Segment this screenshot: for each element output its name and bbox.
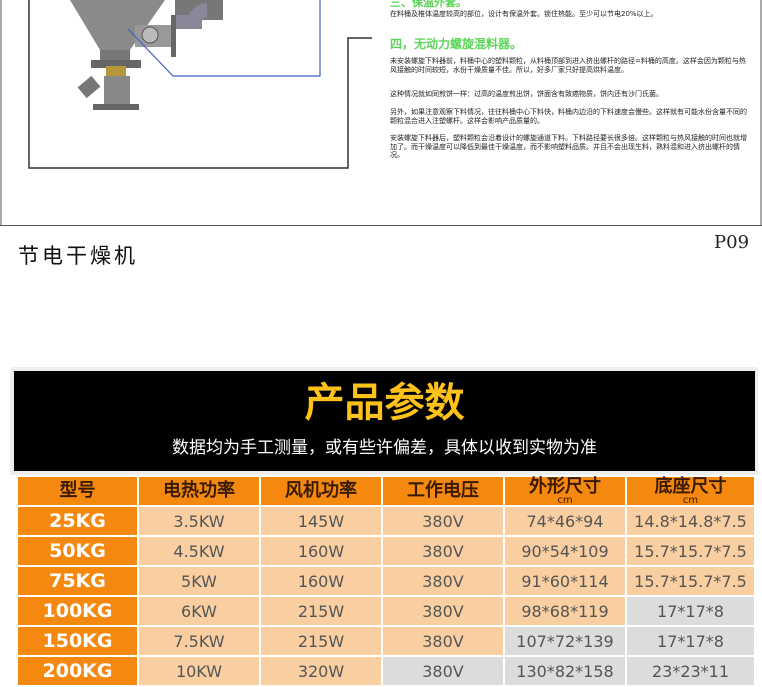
banner-subtitle: 数据均为手工测量，或有些许偏差，具体以收到实物为准 — [172, 438, 597, 458]
header-dimensions: 外形尺寸 cm — [505, 477, 625, 505]
cell-model: 150KG — [18, 627, 137, 655]
cell: 74*46*94 — [505, 507, 625, 535]
cell: 91*60*114 — [505, 567, 625, 595]
spec-table: 型号 电热功率 风机功率 工作电压 外形尺寸 cm 底座尺寸 cm 25KG 3.5K… — [16, 475, 756, 687]
header-model: 型号 — [18, 477, 137, 505]
cell: 215W — [261, 627, 381, 655]
cell-model: 50KG — [18, 537, 137, 565]
banner-title: 产品参数 — [304, 380, 465, 426]
heading-mixer: 四，无动力螺旋混料器。 — [390, 37, 523, 51]
cell-model: 100KG — [18, 597, 137, 625]
paragraph: 另外，如果注意观察下料情况，往往料桶中心下料快，料桶内边沿的下料速度会慢些。这样… — [390, 108, 747, 125]
cell: 90*54*109 — [505, 537, 625, 565]
cell: 107*72*139 — [505, 627, 625, 655]
cell: 17*17*8 — [627, 597, 754, 625]
cell: 160W — [261, 567, 381, 595]
top-panel-border — [0, 0, 2, 226]
paragraph: 这种情况就如同煎饼一样：过高的温度煎出饼，饼面含有致癌物质，饼内还有沙门氏菌。 — [390, 90, 663, 98]
cell: 380V — [383, 567, 503, 595]
cell: 380V — [383, 537, 503, 565]
header-voltage: 工作电压 — [383, 477, 503, 505]
table-row: 150KG 7.5KW 215W 380V 107*72*139 17*17*8 — [18, 627, 754, 655]
cell: 23*23*11 — [627, 657, 754, 685]
header-base-size: 底座尺寸 cm — [627, 477, 754, 505]
cell-model: 25KG — [18, 507, 137, 535]
banner-black: 产品参数 数据均为手工测量，或有些许偏差，具体以收到实物为准 — [14, 371, 755, 471]
cell: 6KW — [139, 597, 259, 625]
table-row: 100KG 6KW 215W 380V 98*68*119 17*17*8 — [18, 597, 754, 625]
cell: 380V — [383, 627, 503, 655]
table-row: 50KG 4.5KW 160W 380V 90*54*109 15.7*15.7*7.5 — [18, 537, 754, 565]
table-row: 200KG 10KW 320W 380V 130*82*158 23*23*11 — [18, 657, 754, 685]
cell: 98*68*119 — [505, 597, 625, 625]
cell: 7.5KW — [139, 627, 259, 655]
cell: 17*17*8 — [627, 627, 754, 655]
paragraph: 在料桶及椎体温度较高的部位，设计有保温外套。锁住热能。至少可以节电20%以上。 — [390, 10, 658, 18]
table-row: 25KG 3.5KW 145W 380V 74*46*94 14.8*14.8*7.5 — [18, 507, 754, 535]
paragraph: 未安装螺旋下料器前，料桶中心的塑料颗粒，从料桶顶部到进入挤出螺杆的路径=料桶的高… — [390, 57, 746, 74]
cell: 130*82*158 — [505, 657, 625, 685]
cell: 15.7*15.7*7.5 — [627, 567, 754, 595]
cell: 380V — [383, 597, 503, 625]
cell: 10KW — [139, 657, 259, 685]
paragraph: 安装螺旋下料器后，塑料颗粒会沿着设计的螺旋通道下料。下料路径要长很多倍。这样颗粒… — [390, 134, 747, 159]
header-label: 外形尺寸 — [529, 475, 601, 497]
cell: 380V — [383, 507, 503, 535]
table-header-row: 型号 电热功率 风机功率 工作电压 外形尺寸 cm 底座尺寸 cm — [18, 477, 754, 505]
section-title: 节电干燥机 — [18, 244, 138, 268]
cell: 160W — [261, 537, 381, 565]
cell: 215W — [261, 597, 381, 625]
header-heat-power: 电热功率 — [139, 477, 259, 505]
table-row: 75KG 5KW 160W 380V 91*60*114 15.7*15.7*7.5 — [18, 567, 754, 595]
cell-model: 75KG — [18, 567, 137, 595]
unit: cm — [557, 494, 573, 506]
divider — [0, 225, 762, 226]
header-label: 底座尺寸 — [654, 475, 727, 497]
cell: 145W — [261, 507, 381, 535]
dryer-diagram — [28, 0, 372, 169]
top-panel-border — [760, 0, 762, 226]
cell: 5KW — [139, 567, 259, 595]
cell: 14.8*14.8*7.5 — [627, 507, 754, 535]
cell: 380V — [383, 657, 503, 685]
cell-model: 200KG — [18, 657, 137, 685]
unit: cm — [682, 494, 699, 506]
cell: 320W — [261, 657, 381, 685]
cell: 3.5KW — [139, 507, 259, 535]
header-fan-power: 风机功率 — [261, 477, 381, 505]
cell: 15.7*15.7*7.5 — [627, 537, 754, 565]
cell: 4.5KW — [139, 537, 259, 565]
page-number: P09 — [714, 232, 750, 253]
heading-insulation: 三、保温外套。 — [390, 0, 467, 9]
